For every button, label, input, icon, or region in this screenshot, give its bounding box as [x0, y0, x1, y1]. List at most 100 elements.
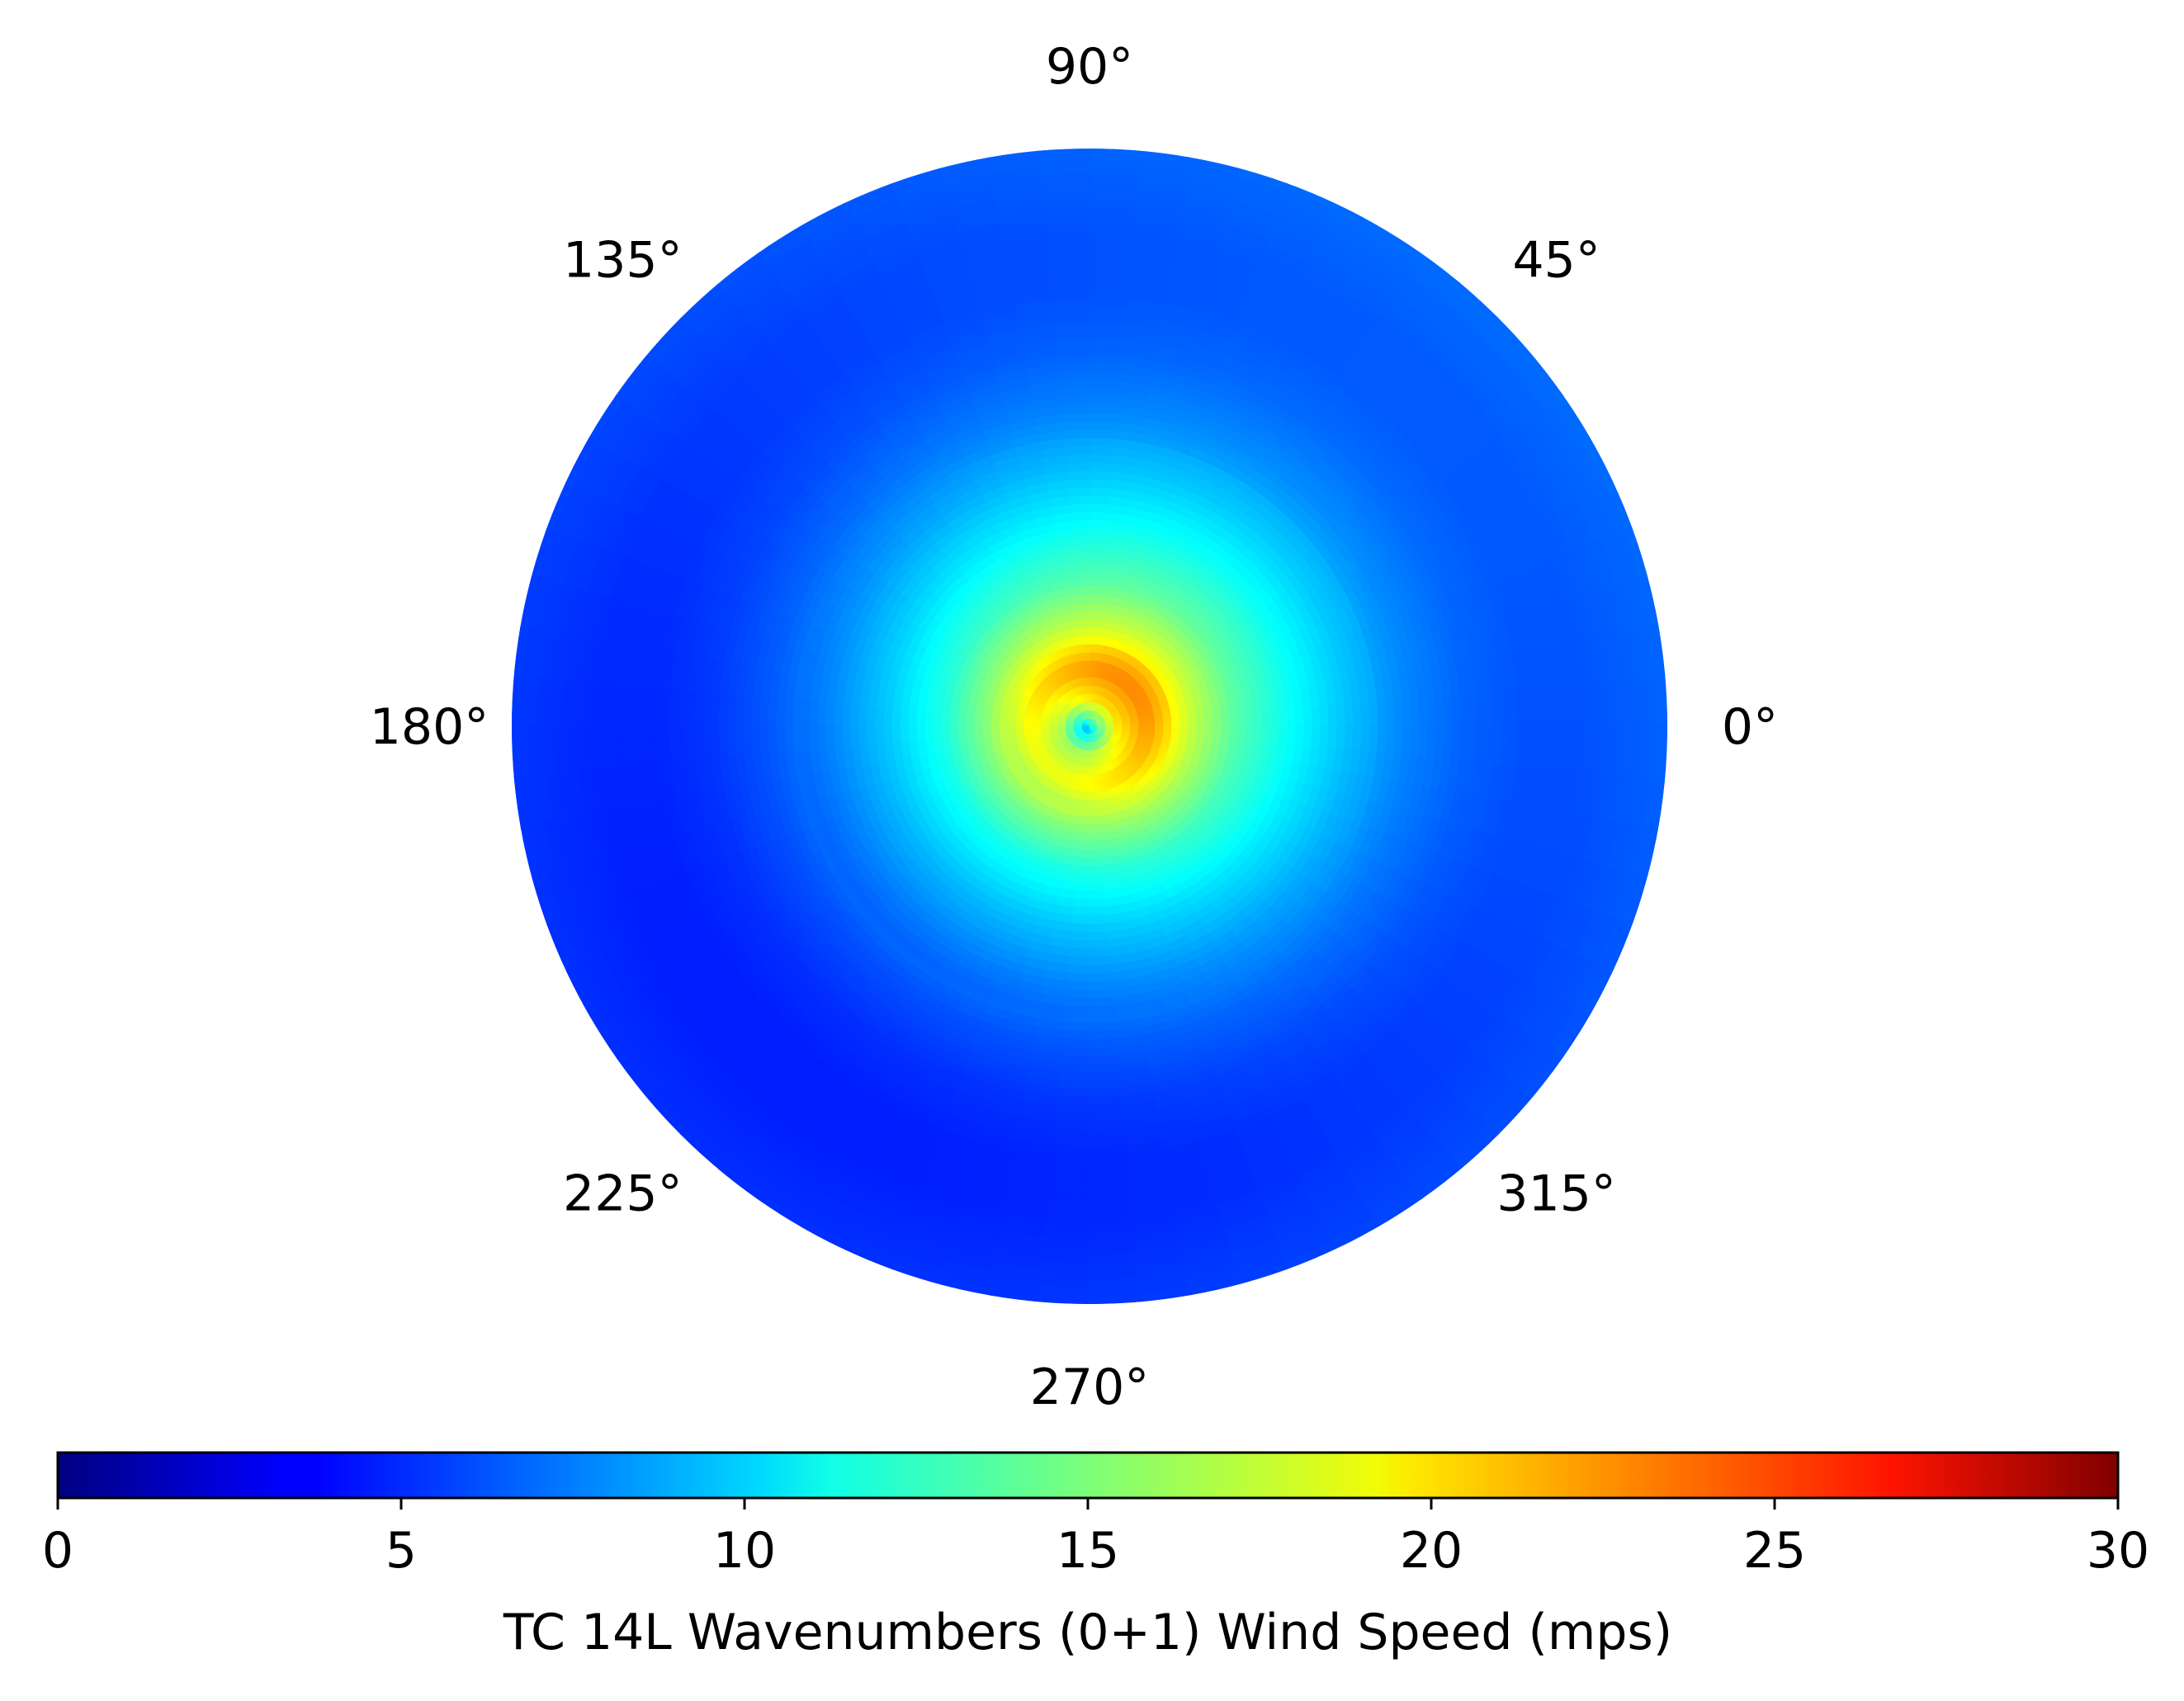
- field-cell: [965, 715, 976, 728]
- field-cell: [948, 725, 959, 740]
- field-cell: [1089, 1013, 1118, 1024]
- field-cell: [1084, 775, 1090, 785]
- field-cell: [998, 717, 1009, 728]
- field-cell: [874, 706, 885, 728]
- field-cell: [907, 710, 918, 728]
- field-cell: [1089, 996, 1116, 1008]
- field-cell: [1088, 552, 1105, 563]
- field-cell: [1068, 947, 1091, 958]
- field-cell: [1088, 593, 1102, 604]
- field-cell: [1089, 668, 1095, 678]
- field-cell: [1319, 725, 1330, 748]
- field-cell: [1088, 478, 1112, 489]
- field-cell: [1113, 725, 1123, 730]
- field-cell: [841, 704, 852, 728]
- field-cell: [1163, 725, 1173, 735]
- field-cell: [800, 700, 811, 729]
- field-cell: [1061, 1029, 1092, 1041]
- field-cell: [1068, 503, 1090, 513]
- field-cell: [1089, 931, 1110, 942]
- field-cell: [866, 706, 877, 728]
- field-cell: [1228, 711, 1239, 727]
- field-cell: [1311, 704, 1321, 727]
- field-cell: [1061, 420, 1090, 432]
- field-cell: [1097, 725, 1107, 729]
- field-cell: [1066, 470, 1090, 480]
- field-cell: [1335, 725, 1346, 749]
- field-cell: [792, 699, 802, 729]
- field-cell: [1064, 453, 1090, 464]
- field-cell: [957, 725, 967, 739]
- field-cell: [833, 703, 844, 728]
- field-cell: [1089, 865, 1104, 876]
- field-cell: [1088, 544, 1106, 555]
- field-cell: [866, 725, 877, 748]
- field-cell: [1063, 1005, 1092, 1016]
- field-cell: [1245, 725, 1255, 742]
- field-cell: [1070, 519, 1090, 530]
- field-cell: [1065, 461, 1090, 472]
- field-cell: [1261, 709, 1272, 727]
- field-cell: [1061, 428, 1090, 440]
- field-cell: [1089, 972, 1113, 983]
- field-cell: [1074, 560, 1090, 571]
- field-cell: [1087, 420, 1117, 432]
- field-cell: [1344, 702, 1354, 727]
- field-cell: [825, 702, 835, 728]
- field-cell: [1078, 610, 1090, 621]
- field-cell: [1088, 569, 1104, 579]
- field-cell: [1122, 725, 1132, 731]
- field-cell: [1146, 725, 1156, 733]
- field-cell: [1088, 519, 1109, 530]
- field-cell: [1073, 898, 1091, 909]
- field-cell: [1212, 713, 1222, 727]
- field-cell: [1087, 428, 1117, 439]
- field-cell: [1344, 725, 1354, 750]
- field-cell: [1088, 511, 1109, 522]
- field-cell: [1031, 721, 1041, 727]
- field-cell: [1089, 906, 1108, 917]
- field-cell: [1082, 791, 1090, 801]
- field-cell: [1359, 700, 1371, 727]
- field-cell: [874, 725, 885, 747]
- field-cell: [899, 725, 910, 744]
- field-cell: [1089, 873, 1104, 884]
- field-cell: [1088, 643, 1098, 653]
- field-cell: [1187, 725, 1198, 736]
- field-cell: [1066, 980, 1091, 991]
- field-cell: [1080, 815, 1091, 826]
- field-cell: [915, 725, 926, 743]
- field-cell: [1384, 724, 1396, 754]
- field-cell: [849, 705, 860, 728]
- field-cell: [891, 708, 901, 728]
- field-cell: [1261, 725, 1272, 743]
- field-cell: [1023, 720, 1033, 727]
- field-cell: [1335, 702, 1346, 727]
- field-cell: [775, 698, 787, 729]
- field-cell: [1088, 618, 1099, 629]
- field-cell: [783, 699, 795, 729]
- field-cell: [882, 725, 893, 746]
- field-cell: [1352, 701, 1363, 727]
- field-cell: [783, 725, 795, 755]
- field-cell: [1075, 585, 1090, 596]
- field-cell: [940, 712, 951, 728]
- field-cell: [1087, 404, 1118, 415]
- field-cell: [1088, 461, 1113, 472]
- field-cell: [1087, 395, 1119, 407]
- field-cell: [1089, 651, 1097, 661]
- field-cell: [1369, 724, 1379, 753]
- field-cell: [849, 725, 860, 749]
- field-cell: [1071, 914, 1091, 925]
- field-cell: [1228, 725, 1239, 740]
- field-cell: [792, 725, 803, 754]
- field-cell: [1080, 807, 1091, 818]
- field-cell: [1078, 840, 1091, 851]
- field-cell: [1253, 710, 1264, 727]
- field-cell: [1072, 544, 1090, 555]
- field-cell: [1220, 712, 1231, 727]
- field-cell: [841, 725, 852, 749]
- field-cell: [1077, 602, 1090, 612]
- field-cell: [1195, 715, 1206, 727]
- field-cell: [1065, 989, 1091, 999]
